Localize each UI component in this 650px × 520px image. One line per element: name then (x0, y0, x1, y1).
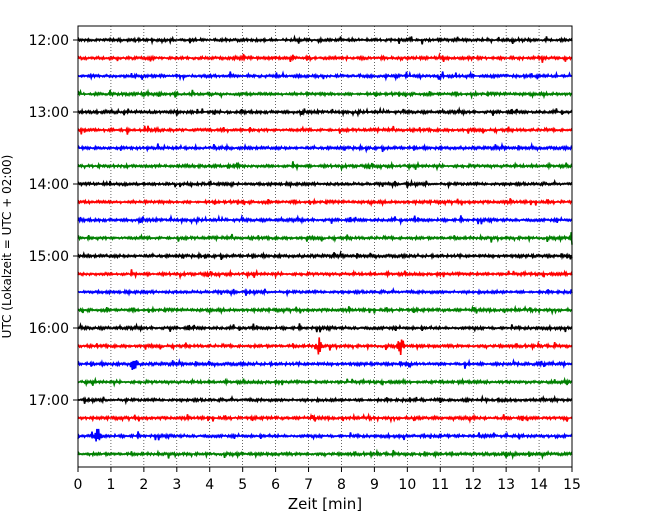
trace-line-1530 (77, 287, 573, 298)
trace-line-1400 (77, 178, 573, 190)
y-axis-ticks: 12:00 13:00 14:00 15:00 16:00 17:00 (29, 33, 78, 409)
trace-line-1730 (77, 428, 573, 442)
trace-line-1330 (77, 141, 573, 154)
x-tick-label: 6 (271, 477, 280, 493)
trace-line-1645 (77, 376, 573, 388)
y-tick-label: 12:00 (29, 33, 69, 49)
y-tick-label: 13:00 (29, 105, 69, 121)
x-axis-ticks: 0 1 2 3 4 5 6 7 8 9 10 11 12 13 14 15 (74, 467, 581, 493)
x-tick-label: 3 (172, 477, 181, 493)
x-tick-label: 9 (370, 477, 379, 493)
trace-line-1245 (77, 88, 573, 100)
x-tick-label: 11 (431, 477, 449, 493)
y-tick-label: 14:00 (29, 177, 69, 193)
trace-line-1315 (77, 125, 573, 135)
x-tick-label: 7 (304, 477, 313, 493)
trace-line-1500 (77, 250, 573, 261)
trace-line-1445 (77, 232, 573, 245)
trace-line-1745 (77, 448, 573, 461)
trace-line-1615 (77, 337, 573, 355)
y-axis-label: UTC (Lokalzeit = UTC + 02:00) (0, 155, 14, 339)
trace-line-1700 (77, 394, 573, 406)
trace-line-1215 (77, 52, 573, 63)
x-tick-label: 13 (497, 477, 515, 493)
y-tick-label: 16:00 (29, 321, 69, 337)
trace-line-1600 (77, 322, 573, 333)
trace-line-1545 (77, 304, 573, 316)
x-tick-label: 15 (563, 477, 581, 493)
x-tick-label: 14 (530, 477, 548, 493)
trace-line-1415 (77, 197, 573, 208)
x-tick-label: 12 (464, 477, 482, 493)
x-tick-label: 1 (106, 477, 115, 493)
trace-line-1300 (77, 106, 573, 118)
trace-line-1200 (77, 34, 573, 46)
trace-lines (77, 34, 573, 461)
x-axis-label: Zeit [min] (288, 495, 362, 513)
trace-line-1230 (77, 70, 573, 82)
plot-frame (77, 25, 573, 468)
trace-line-1630 (77, 358, 573, 370)
trace-line-1715 (77, 412, 573, 424)
x-tick-label: 0 (74, 477, 83, 493)
x-tick-label: 8 (337, 477, 346, 493)
y-tick-label: 15:00 (29, 249, 69, 265)
trace-line-1345 (77, 160, 573, 172)
x-tick-label: 5 (238, 477, 247, 493)
trace-line-1515 (77, 268, 573, 281)
x-tick-label: 4 (205, 477, 214, 493)
y-tick-label: 17:00 (29, 393, 69, 409)
trace-line-1430 (77, 213, 573, 226)
x-tick-label: 10 (398, 477, 416, 493)
x-tick-label: 2 (139, 477, 148, 493)
